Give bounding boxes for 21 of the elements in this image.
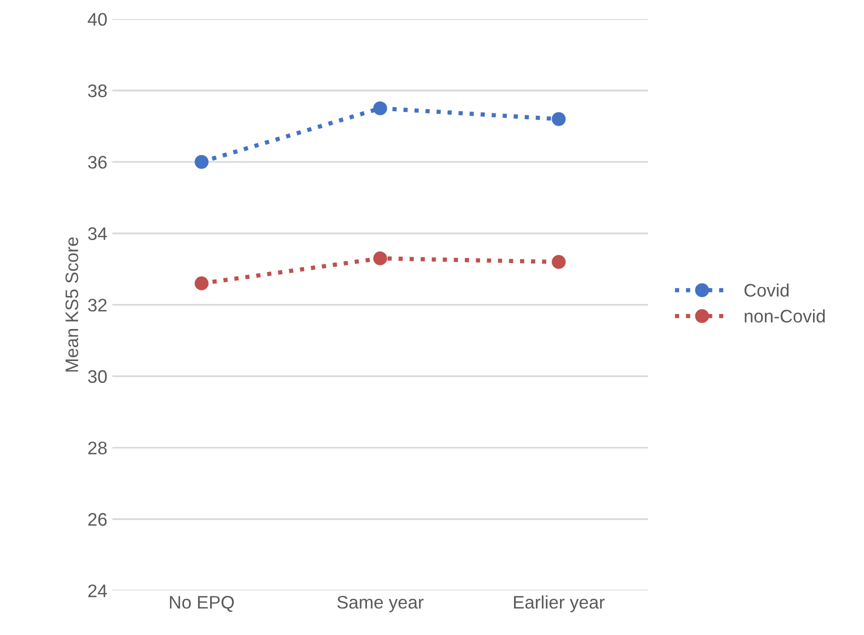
y-tick-label: 38 — [88, 84, 107, 98]
point — [194, 276, 209, 290]
legend-label: Covid — [744, 283, 789, 297]
point — [373, 101, 388, 116]
legend-label: non-Covid — [744, 309, 825, 323]
y-tick-label: 24 — [88, 584, 107, 598]
y-tick-label: 28 — [88, 442, 107, 454]
y-axis-title: Mean KS5 Score — [65, 237, 78, 372]
y-tick-label: 40 — [88, 12, 107, 26]
x-tick-label: Same year — [337, 596, 424, 612]
point — [552, 112, 566, 126]
point — [552, 254, 566, 269]
x-tick-label: No EPQ — [170, 596, 234, 612]
x-tick-label: Earlier year — [514, 595, 605, 612]
y-tick-label: 34 — [88, 227, 107, 240]
point — [194, 154, 209, 169]
y-tick-label: 36 — [88, 156, 107, 169]
y-tick-label: 30 — [88, 370, 107, 383]
y-tick-label: 26 — [88, 513, 107, 526]
y-tick-label: 32 — [88, 298, 107, 312]
point — [373, 251, 388, 266]
